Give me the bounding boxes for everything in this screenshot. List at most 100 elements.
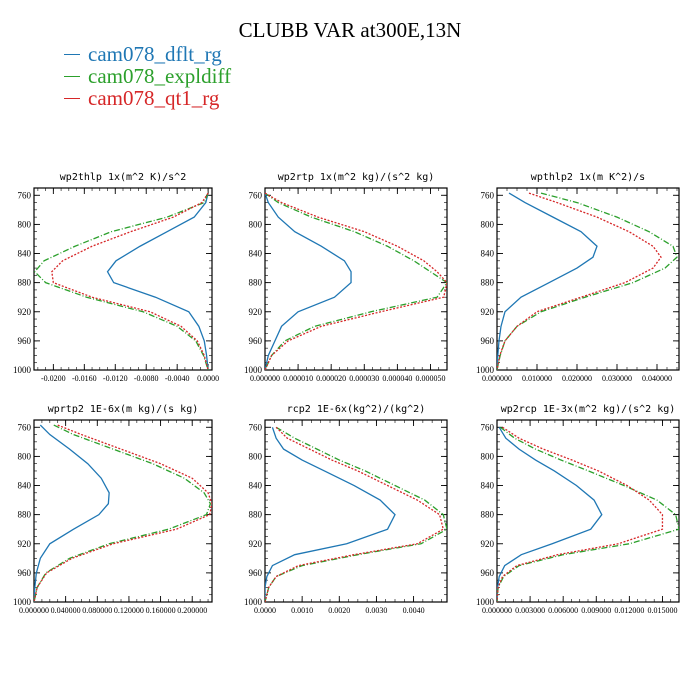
x-tick-label: 0.030000 [602,374,632,383]
y-tick-label: 800 [481,451,495,461]
y-tick-label: 920 [249,307,263,317]
y-tick-label: 840 [481,481,495,491]
series-line-cam078-dflt-rg [497,192,598,370]
plot-frame [496,419,680,603]
y-tick-label: 880 [18,510,32,520]
legend-item-dflt: cam078_dflt_rg [64,43,231,65]
y-tick-label: 760 [249,422,263,432]
x-tick-label: 0.0000 [254,606,276,615]
series-line-cam078-expldiff [265,426,447,602]
x-tick-label: 0.0020 [328,606,350,615]
panel-title: wpthlp2 1x(m K^2)/s [531,172,645,183]
y-tick-label: 960 [18,568,32,578]
series-line-cam078-qt1-rg [265,426,445,602]
x-tick-label: 0.080000 [82,606,112,615]
plot-frame [33,187,213,371]
x-tick-label: 0.000050 [415,374,445,383]
x-tick-label: 0.000000 [482,374,512,383]
x-tick-label: 0.040000 [51,606,81,615]
y-tick-label: 960 [18,336,32,346]
y-tick-label: 1000 [13,597,32,607]
x-tick-label: 0.010000 [522,374,552,383]
panel-3: wpthlp2 1x(m K^2)/s 760 800 840 880 920 960 100… [476,172,680,383]
series-line-cam078-qt1-rg [497,426,664,602]
y-tick-label: 760 [481,422,495,432]
y-tick-label: 1000 [13,365,32,375]
y-tick-label: 760 [481,190,495,200]
panel-2: wp2rtp 1x(m^2 kg)/(s^2 kg) 760 800 840 880 92… [244,172,448,383]
x-tick-label: 0.0010 [291,606,313,615]
y-tick-label: 840 [481,249,495,259]
panel-title: rcp2 1E-6x(kg^2)/(kg^2) [287,404,425,415]
y-tick-label: 920 [249,539,263,549]
x-tick-label: 0.0040 [403,606,425,615]
y-tick-label: 800 [249,451,263,461]
series-line-cam078-dflt-rg [497,426,603,602]
plot-frame [33,419,213,603]
y-tick-label: 960 [249,336,263,346]
y-tick-label: 960 [249,568,263,578]
x-tick-label: 0.200000 [177,606,207,615]
series-line-cam078-qt1-rg [265,192,447,370]
x-tick-label: 0.000020 [316,374,346,383]
y-tick-label: 920 [18,307,32,317]
legend-label-qt1: cam078_qt1_rg [88,86,220,110]
series-line-cam078-qt1-rg [34,424,212,602]
panel-title: wp2rcp 1E-3x(m^2 kg)/(s^2 kg) [501,404,676,415]
y-tick-label: 760 [18,422,32,432]
plot-frame [264,187,448,371]
legend-label-expldiff: cam078_expldiff [88,64,232,88]
legend: cam078_dflt_rg cam078_expldiff cam078_qt… [64,43,231,109]
series-line-cam078-dflt-rg [106,192,209,370]
y-tick-label: 800 [249,219,263,229]
panel-5: rcp2 1E-6x(kg^2)/(kg^2) 760 800 840 880 920 96… [244,404,448,615]
x-tick-label: -0.0080 [134,374,159,383]
x-tick-label: 0.000030 [349,374,379,383]
series-line-cam078-dflt-rg [265,427,396,602]
x-tick-label: 0.000000 [19,606,49,615]
x-tick-label: 0.000000 [482,606,512,615]
y-tick-label: 880 [481,510,495,520]
y-tick-label: 800 [481,219,495,229]
panel-4: wprtp2 1E-6x(m kg)/(s kg) 760 800 840 880 920… [13,404,213,615]
x-tick-label: 0.040000 [642,374,672,383]
x-tick-label: 0.000000 [250,374,280,383]
y-tick-label: 880 [18,278,32,288]
panel-title: wp2rtp 1x(m^2 kg)/(s^2 kg) [278,172,435,183]
y-tick-label: 840 [18,249,32,259]
x-tick-label: -0.0120 [103,374,128,383]
series-line-cam078-expldiff [34,424,212,602]
legend-label-dflt: cam078_dflt_rg [88,42,222,66]
x-tick-label: 0.120000 [114,606,144,615]
series-line-cam078-qt1-rg [497,192,662,370]
panel-1: wp2thlp 1x(m^2 K)/s^2 760 800 840 880 920 960 1… [13,172,219,383]
y-tick-label: 840 [249,249,263,259]
panel-6: wp2rcp 1E-3x(m^2 kg)/(s^2 kg) 760 800 840 88… [476,404,680,615]
plot-frame [264,419,448,603]
x-tick-label: 0.006000 [548,606,578,615]
y-tick-label: 760 [18,190,32,200]
x-tick-label: -0.0160 [72,374,97,383]
panel-title: wprtp2 1E-6x(m kg)/(s kg) [48,404,199,415]
figure-title: CLUBB VAR at300E,13N [238,18,462,42]
y-tick-label: 760 [249,190,263,200]
x-tick-label: 0.015000 [647,606,677,615]
legend-swatch-qt1 [64,97,80,99]
x-tick-label: 0.000010 [283,374,313,383]
y-tick-label: 960 [481,568,495,578]
x-tick-label: 0.012000 [614,606,644,615]
legend-item-qt1: cam078_qt1_rg [64,87,231,109]
y-tick-label: 800 [18,219,32,229]
legend-swatch-dflt [64,53,80,55]
x-tick-label: 0.000040 [382,374,412,383]
y-tick-label: 960 [481,336,495,346]
legend-item-expldiff: cam078_expldiff [64,65,231,87]
y-tick-label: 880 [249,510,263,520]
series-line-cam078-expldiff [265,192,447,370]
series-line-cam078-expldiff [34,192,209,370]
x-tick-label: 0.0030 [365,606,387,615]
y-tick-label: 920 [481,539,495,549]
x-tick-label: 0.0000 [197,374,219,383]
y-tick-label: 1000 [476,365,495,375]
panel-title: wp2thlp 1x(m^2 K)/s^2 [60,172,186,183]
